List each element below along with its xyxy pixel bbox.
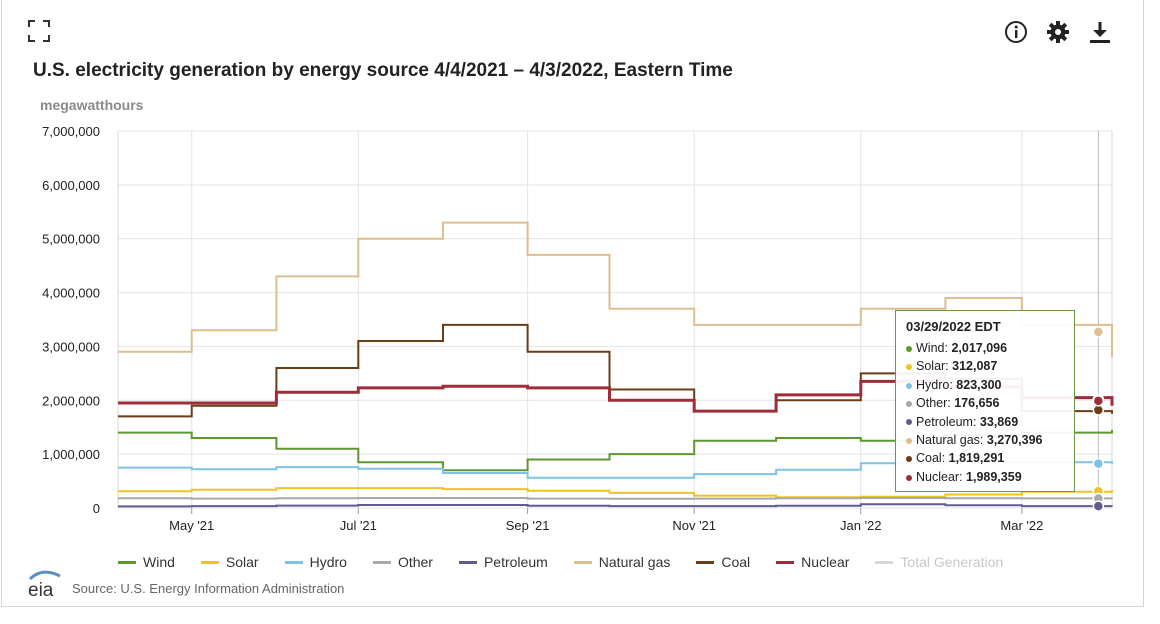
tooltip-series-label: Hydro: <box>916 377 957 392</box>
legend-swatch <box>573 560 592 564</box>
hover-marker <box>1092 500 1105 512</box>
tooltip-row: Coal: 1,819,291 <box>906 449 1064 467</box>
legend-label: Other <box>397 554 433 570</box>
tooltip-series-dot <box>906 400 912 407</box>
tooltip-series-label: Petroleum: <box>916 414 980 429</box>
legend-label: Coal <box>721 554 751 570</box>
legend-item-other[interactable]: Other <box>372 554 433 570</box>
legend-item-total-generation[interactable]: Total Generation <box>875 554 1003 570</box>
x-tick-label: Sep '21 <box>506 518 550 533</box>
tooltip-series-dot <box>906 364 912 371</box>
tooltip-series-value: 823,300 <box>956 377 1002 392</box>
eia-logo: eia <box>28 570 61 598</box>
tooltip-row: Wind: 2,017,096 <box>906 339 1064 357</box>
eia-logo-text: eia <box>28 580 54 598</box>
series-line-petroleum[interactable] <box>118 503 1113 508</box>
fullscreen-icon[interactable] <box>28 20 50 42</box>
hover-marker <box>1092 326 1105 338</box>
footer: eia Source: U.S. Energy Information Admi… <box>28 570 344 598</box>
tooltip-row: Petroleum: 33,869 <box>906 413 1064 431</box>
tooltip-series-label: Solar: <box>916 359 953 374</box>
tooltip-series-label: Coal: <box>916 451 949 466</box>
series-line-solar[interactable] <box>118 487 1113 499</box>
x-tick-label: Mar '22 <box>1000 518 1043 533</box>
legend-item-nuclear[interactable]: Nuclear <box>776 554 849 570</box>
gear-icon[interactable] <box>1046 20 1070 44</box>
legend-label: Wind <box>143 554 175 570</box>
y-axis-labels: 0 1,000,000 2,000,000 3,000,000 4,000,000 5,0… <box>42 124 100 516</box>
legend-swatch <box>200 560 219 564</box>
legend-item-wind[interactable]: Wind <box>118 554 175 570</box>
tooltip-series-value: 312,087 <box>952 359 998 374</box>
tooltip-date: 03/29/2022 EDT <box>906 319 1001 334</box>
tooltip-series-value: 1,989,359 <box>966 469 1022 484</box>
y-tick-label: 2,000,000 <box>42 393 100 408</box>
x-tick-label: Nov '21 <box>672 518 716 533</box>
legend-label: Natural gas <box>598 554 671 570</box>
tooltip-series-dot <box>906 456 912 463</box>
tooltip-series-label: Wind: <box>916 341 952 355</box>
y-tick-label: 0 <box>93 501 100 516</box>
download-icon[interactable] <box>1088 20 1112 44</box>
legend-item-natural-gas[interactable]: Natural gas <box>573 554 671 570</box>
x-tick-label: May '21 <box>169 518 214 533</box>
legend-item-coal[interactable]: Coal <box>696 554 750 570</box>
tooltip-row: Hydro: 823,300 <box>906 376 1064 394</box>
tooltip-row: Nuclear: 1,989,359 <box>906 468 1064 486</box>
legend-item-petroleum[interactable]: Petroleum <box>458 554 548 570</box>
legend-swatch <box>372 560 391 564</box>
y-axis-unit: megawatthours <box>40 97 144 113</box>
y-tick-label: 4,000,000 <box>42 286 100 301</box>
series-line-other[interactable] <box>118 497 1113 500</box>
y-tick-label: 3,000,000 <box>42 339 100 354</box>
tooltip-series-value: 33,869 <box>979 414 1019 429</box>
chart-toolbar <box>1004 20 1112 44</box>
hover-marker <box>1092 457 1105 470</box>
tooltip-series-label: Natural gas: <box>916 433 987 448</box>
series-line-natural-gas[interactable] <box>118 221 1113 358</box>
legend-swatch <box>458 560 477 564</box>
tooltip-series-dot <box>906 437 912 444</box>
legend-item-hydro[interactable]: Hydro <box>284 554 347 570</box>
tooltip-row: Other: 176,656 <box>906 394 1064 412</box>
legend-label: Solar <box>225 554 259 570</box>
legend-label: Petroleum <box>483 554 548 570</box>
chart-title: U.S. electricity generation by energy so… <box>33 60 733 81</box>
legend-swatch <box>875 560 894 564</box>
legend-swatch <box>776 560 795 564</box>
tooltip-series-value: 2,017,096 <box>951 341 1008 355</box>
hover-tooltip: 03/29/2022 EDT Wind: 2,017,096 Solar: 312… <box>895 310 1075 492</box>
tooltip-series-dot <box>906 474 912 481</box>
hover-marker <box>1092 395 1105 407</box>
tooltip-series-dot <box>906 382 912 389</box>
hover-markers <box>1092 326 1105 512</box>
x-tick-label: Jan '22 <box>840 518 882 533</box>
info-icon[interactable] <box>1004 20 1028 44</box>
legend-label: Total Generation <box>900 554 1004 570</box>
tooltip-series-label: Other: <box>916 396 955 411</box>
legend-swatch <box>118 560 136 564</box>
tooltip-series-dot <box>906 345 912 352</box>
tooltip-series-value: 1,819,291 <box>948 451 1005 466</box>
y-tick-label: 6,000,000 <box>42 178 100 193</box>
y-tick-label: 7,000,000 <box>42 124 100 139</box>
tooltip-row: Natural gas: 3,270,396 <box>906 431 1064 449</box>
chart-legend: Wind Solar Hydro Other Petroleum Natural gas C… <box>118 554 1003 570</box>
legend-item-solar[interactable]: Solar <box>200 554 259 570</box>
tooltip-series-dot <box>906 419 912 426</box>
x-tick-label: Jul '21 <box>340 518 377 533</box>
y-tick-label: 5,000,000 <box>42 232 100 247</box>
legend-label: Nuclear <box>801 554 850 570</box>
legend-swatch <box>284 560 303 564</box>
tooltip-series-label: Nuclear: <box>916 469 967 484</box>
legend-swatch <box>696 560 715 564</box>
tooltip-row: Solar: 312,087 <box>906 357 1064 375</box>
legend-label: Hydro <box>309 554 347 570</box>
tooltip-series-value: 3,270,396 <box>986 433 1043 448</box>
y-tick-label: 1,000,000 <box>42 447 100 462</box>
source-text: Source: U.S. Energy Information Administ… <box>72 581 345 596</box>
x-axis-labels: May '21 Jul '21 Sep '21 Nov '21 Jan '22 Mar '… <box>169 518 1043 533</box>
tooltip-series-value: 176,656 <box>954 396 1000 411</box>
